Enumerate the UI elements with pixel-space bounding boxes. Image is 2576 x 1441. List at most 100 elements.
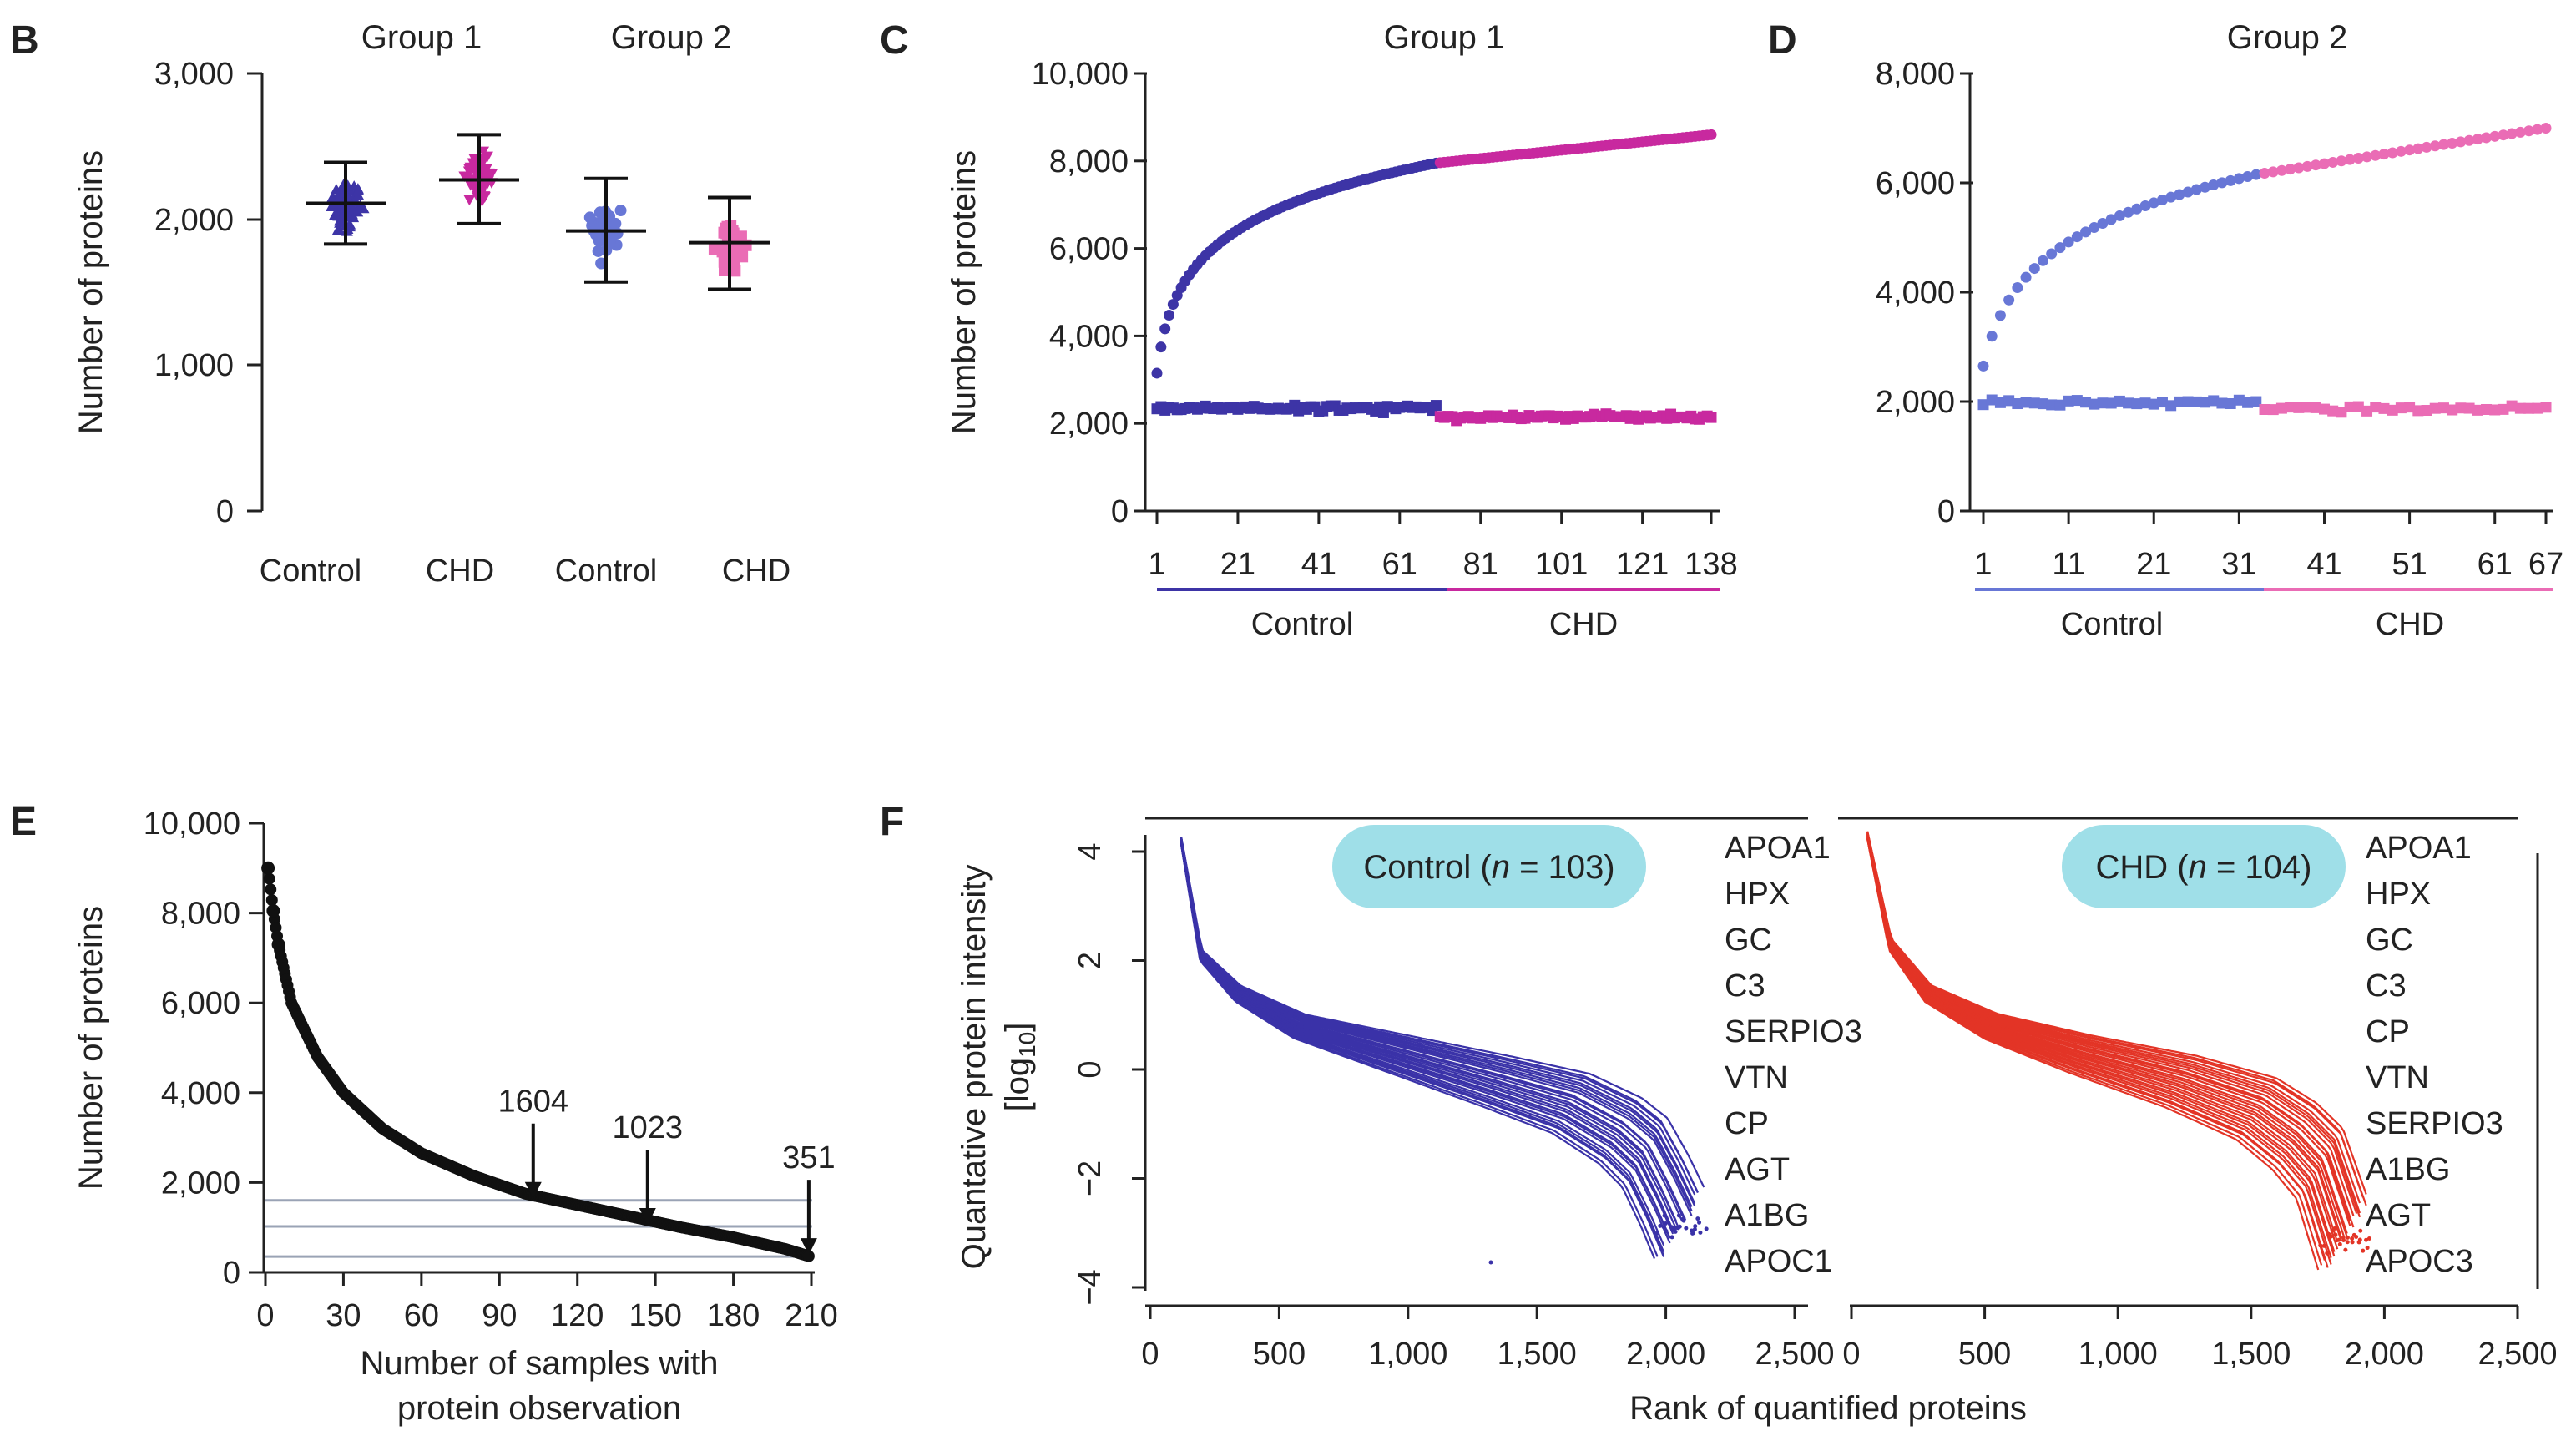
cumulative-point — [1986, 331, 1998, 342]
panel-e-point — [266, 903, 280, 918]
cumulative-point — [2233, 173, 2245, 185]
cumulative-point — [2267, 166, 2279, 178]
per-sample-point — [2472, 404, 2483, 416]
per-sample-point — [2447, 404, 2458, 416]
panel-f-ylabel-line2: [log10] — [999, 1023, 1040, 1112]
panel-b-y-ticks — [247, 72, 262, 367]
panel-b-point — [605, 232, 618, 245]
panel-f-tail-point — [2354, 1234, 2359, 1239]
panel-f-protein-label: APOC1 — [1725, 1244, 1832, 1279]
panel-b-ytick: 1,000 — [154, 348, 234, 383]
panel-e-point — [265, 894, 278, 907]
panel-e-axes — [262, 823, 815, 1274]
panel-f-tail-point — [1698, 1230, 1703, 1235]
panel-d-xtick: 21 — [2136, 547, 2171, 582]
panel-f-tail-point — [2350, 1236, 2355, 1241]
panel-b-point — [334, 217, 346, 228]
panel-f-control-badge — [1332, 825, 1646, 908]
per-sample-point — [2233, 394, 2245, 406]
panel-e-point — [265, 883, 277, 896]
cumulative-point — [2020, 271, 2032, 283]
panel-b-label: B — [10, 18, 39, 63]
cumulative-point — [2012, 281, 2023, 293]
per-sample-point — [2463, 402, 2475, 414]
panel-b-point — [708, 243, 720, 255]
panel-f-series-line — [1180, 840, 1677, 1222]
panel-d-ytick: 6,000 — [1876, 166, 1955, 201]
cumulative-point — [2387, 147, 2398, 159]
panel-c: C Group 1 Number of proteins 0 2,000 4,000… — [880, 18, 1738, 642]
panel-f-series-line — [1866, 833, 2351, 1222]
panel-b-xtick: CHD — [426, 554, 494, 589]
panel-f-series-line — [1180, 837, 1705, 1188]
cumulative-point — [2131, 203, 2143, 215]
per-sample-point — [2012, 398, 2023, 410]
panel-c-ytick: 0 — [1111, 494, 1129, 529]
panel-e-ytick: 10,000 — [144, 806, 240, 842]
panel-f-protein-label: CP — [2366, 1014, 2410, 1049]
cumulative-point — [2071, 231, 2083, 243]
panel-b: B Group 1 Group 2 3,000 2,000 1,000 0 Nu… — [10, 18, 790, 589]
per-sample-point — [2156, 397, 2168, 408]
panel-f-control-curves — [1180, 837, 1709, 1260]
panel-f-series-line — [1180, 844, 1656, 1260]
panel-f-tail-point — [2345, 1240, 2350, 1245]
per-sample-point — [2370, 402, 2382, 413]
panel-e-point — [802, 1250, 815, 1262]
per-sample-point — [2395, 402, 2407, 414]
panel-b-point — [614, 205, 627, 217]
panel-f: F Quantative protein intensity [log10] R… — [880, 800, 2558, 1427]
cumulative-point — [2344, 154, 2356, 165]
panel-c-group-control: Control — [1251, 607, 1354, 642]
panel-f-ytick: −2 — [1073, 1160, 1108, 1196]
panel-f-ylabel-line1: Quantative protein intensity — [956, 865, 993, 1270]
cumulative-point — [2216, 177, 2228, 189]
per-sample-point — [2412, 405, 2424, 417]
panel-f-protein-label: C3 — [1725, 968, 1765, 1004]
panel-f-tail-point — [1693, 1224, 1698, 1229]
cumulative-point — [2105, 214, 2117, 225]
panel-f-xtick: 0 — [1842, 1337, 1860, 1372]
per-sample-point — [2028, 397, 2040, 409]
panel-d-xtick: 41 — [2306, 547, 2341, 582]
panel-b-point — [458, 171, 471, 183]
panel-b-point — [718, 255, 730, 268]
panel-f-tail-point — [2341, 1238, 2346, 1243]
cumulative-point — [2037, 255, 2048, 266]
cumulative-point — [2404, 144, 2416, 156]
panel-e-point — [271, 938, 285, 952]
per-sample-point — [2037, 398, 2048, 410]
panel-e-annotation: 1604 — [498, 1085, 568, 1120]
panel-f-protein-label: APOA1 — [1725, 831, 1831, 866]
panel-c-xtick: 41 — [1301, 547, 1336, 582]
panel-d-xtick: 67 — [2528, 547, 2563, 582]
panel-e-arrowhead — [524, 1181, 542, 1199]
panel-b-title-group1: Group 1 — [361, 19, 482, 56]
per-sample-point — [2182, 396, 2194, 407]
cumulative-point — [2259, 168, 2270, 179]
cumulative-point — [2472, 134, 2483, 145]
panel-b-xtick: CHD — [722, 554, 790, 589]
panel-b-point — [478, 191, 491, 202]
panel-f-xtick: 0 — [1141, 1337, 1159, 1372]
panel-d-xtick: 61 — [2478, 547, 2513, 582]
cumulative-point — [2540, 123, 2552, 134]
panel-e-point — [261, 861, 275, 875]
panel-b-xtick: Control — [555, 554, 658, 589]
panel-f-protein-label: AGT — [2366, 1198, 2431, 1233]
panel-e-xtick: 0 — [256, 1298, 274, 1333]
panel-f-series-line — [1866, 831, 2367, 1195]
panel-d-group-control: Control — [2061, 607, 2164, 642]
cumulative-point — [2498, 129, 2509, 141]
panel-e-annotation: 1023 — [613, 1110, 684, 1145]
cumulative-point — [2437, 139, 2449, 150]
per-sample-point — [2532, 402, 2543, 414]
panel-e-xtick: 60 — [404, 1298, 439, 1333]
panel-f-protein-label: HPX — [1725, 877, 1790, 912]
per-sample-point — [2429, 402, 2441, 414]
panel-f-xtick: 1,000 — [1368, 1337, 1447, 1372]
per-sample-point — [2481, 403, 2493, 415]
panel-e-xtick: 150 — [629, 1298, 681, 1333]
panel-f-xtick: 2,500 — [2478, 1337, 2557, 1372]
panel-f-series-line — [1180, 837, 1699, 1193]
